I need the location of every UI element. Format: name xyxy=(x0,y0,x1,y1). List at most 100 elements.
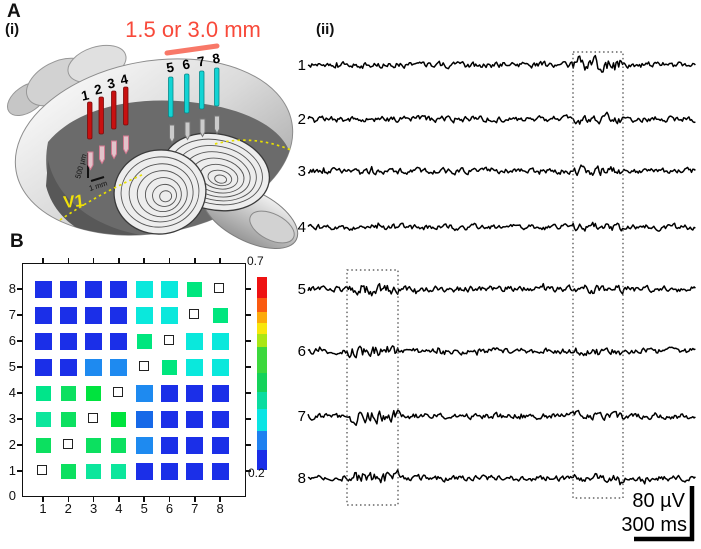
measurement-annotation: 1.5 or 3.0 mm xyxy=(125,17,261,42)
axis-tick xyxy=(246,314,251,316)
cerebellum xyxy=(113,132,271,235)
axis-tick xyxy=(246,340,251,342)
heatmap-cell xyxy=(211,358,229,376)
colorbar-segment xyxy=(257,373,267,392)
heatmap-cell xyxy=(34,280,52,298)
heatmap-cell xyxy=(85,280,103,298)
heatmap-x-tick-label: 8 xyxy=(216,501,224,516)
electrode-number: 4 xyxy=(119,71,130,87)
heatmap-cell xyxy=(136,333,152,349)
trace-label: 7 xyxy=(298,408,306,425)
axis-tick xyxy=(17,444,22,446)
heatmap-cell xyxy=(35,437,51,453)
colorbar-segment xyxy=(257,392,267,409)
heatmap-cell xyxy=(35,385,51,401)
heatmap-cell xyxy=(110,306,128,324)
heatmap-cell xyxy=(161,280,178,298)
heatmap-cell xyxy=(34,358,52,376)
heatmap-plot-box xyxy=(22,263,246,497)
axis-tick xyxy=(17,470,22,472)
electrode-tip-outline xyxy=(199,118,206,138)
axis-tick xyxy=(219,497,221,502)
heatmap-diagonal-marker xyxy=(87,413,98,424)
electrode-number: 1 xyxy=(80,87,91,103)
trace-label: 1 xyxy=(298,57,306,74)
axis-tick xyxy=(42,497,44,502)
heatmap-cell xyxy=(34,306,52,324)
heatmap-cell xyxy=(211,410,229,428)
electrode-number: 8 xyxy=(211,50,221,66)
trace-line-1 xyxy=(307,54,696,73)
panel-a-i-label: (i) xyxy=(5,21,20,38)
panel-a-label: A xyxy=(7,1,21,22)
heatmap-cell xyxy=(186,436,204,454)
electrode-tip-outline xyxy=(184,121,191,141)
measurement-bracket-line xyxy=(164,43,220,56)
heatmap-x-tick-label: 4 xyxy=(115,501,123,516)
trace-label: 4 xyxy=(298,219,306,236)
heatmap-cell xyxy=(59,306,77,324)
heatmap-y-tick-label: 1 xyxy=(8,463,16,478)
cyan-electrode-array: 5 6 7 8 xyxy=(165,50,222,144)
brain-diagram: V1 500 µm 1 mm 1 2 3 4 xyxy=(6,17,299,249)
trace-line-5 xyxy=(307,282,696,297)
axis-tick xyxy=(168,258,171,263)
heatmap-cell xyxy=(161,306,178,324)
trace-label: 2 xyxy=(298,111,306,128)
heatmap-diagonal-marker xyxy=(214,283,225,294)
electrode-number: 3 xyxy=(106,75,117,91)
red-electrode-array: 1 2 3 4 xyxy=(80,71,130,171)
heatmap-y-tick-label: 4 xyxy=(8,385,16,400)
heatmap-cell xyxy=(111,463,127,479)
trace-line-2 xyxy=(307,111,696,125)
heatmap-cell xyxy=(85,358,103,376)
axis-tick xyxy=(42,258,44,263)
heatmap-cell xyxy=(60,463,76,479)
heatmap-cell xyxy=(59,332,77,350)
heatmap-cell xyxy=(59,280,77,298)
heatmap-cell xyxy=(187,281,203,297)
heatmap-cell xyxy=(135,436,153,454)
heatmap-cell xyxy=(186,410,204,428)
axis-tick xyxy=(246,444,251,446)
colorbar-segment xyxy=(257,277,267,298)
axis-tick xyxy=(246,470,251,472)
electrode-tip-outline xyxy=(111,140,117,160)
electrode-shank-8 xyxy=(214,67,220,107)
heatmap-cell xyxy=(111,411,127,427)
axis-tick xyxy=(246,418,251,420)
electrode-tip-outline xyxy=(214,115,220,135)
heatmap-cell xyxy=(60,411,76,427)
heatmap-cell xyxy=(135,280,153,298)
heatmap-y-tick-label: 2 xyxy=(8,437,16,452)
colorbar-segment xyxy=(257,347,267,373)
heatmap-cell xyxy=(110,332,128,350)
heatmap-cell xyxy=(211,436,229,454)
colorbar-min-label: 0.2 xyxy=(248,466,265,480)
electrode-number: 5 xyxy=(165,59,175,75)
heatmap-cell xyxy=(86,437,102,453)
axis-tick xyxy=(168,497,171,502)
heatmap-y-tick-label: 7 xyxy=(8,307,16,322)
traces-panel: 80 µV 300 ms 1 2 3 4 5 6 7 8 xyxy=(298,51,696,542)
colorbar-segment xyxy=(257,409,267,431)
heatmap-x-tick-label: 2 xyxy=(64,501,72,516)
time-scale-label: 300 ms xyxy=(621,514,687,536)
heatmap-cell xyxy=(212,307,228,323)
heatmap-cell xyxy=(211,384,229,402)
electrode-shank-6 xyxy=(184,73,190,114)
axis-tick xyxy=(194,258,196,263)
axis-tick xyxy=(246,392,251,394)
heatmap-y-tick-label: 5 xyxy=(8,359,16,374)
colorbar-segment xyxy=(257,450,267,470)
heatmap-diagonal-marker xyxy=(189,309,200,320)
highlight-box-left xyxy=(346,269,399,506)
trace-line-3 xyxy=(307,164,696,177)
heatmap-cell xyxy=(85,332,103,350)
electrode-shank-3 xyxy=(111,90,117,130)
heatmap-y-tick-label: 6 xyxy=(8,333,16,348)
heatmap-cell xyxy=(161,462,178,480)
trace-line-8 xyxy=(307,469,696,486)
voltage-scale-label: 80 µV xyxy=(632,490,685,512)
axis-tick xyxy=(17,366,22,368)
